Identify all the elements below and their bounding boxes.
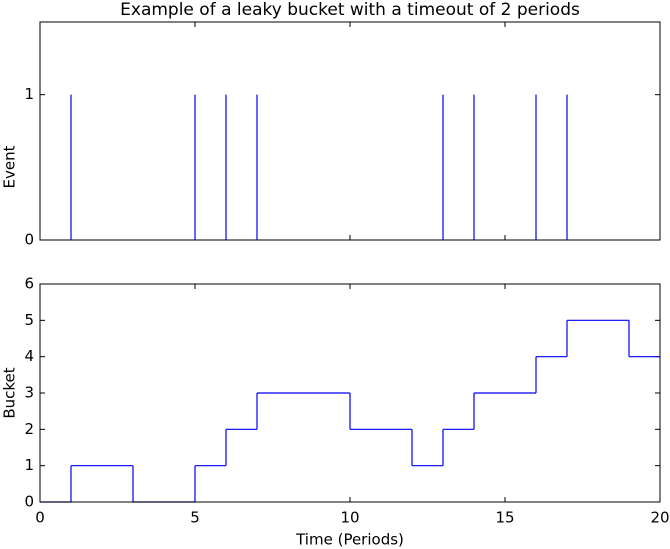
y-tick-label: 0 xyxy=(24,493,34,511)
y-axis-label: Event xyxy=(1,145,19,188)
axes-frame xyxy=(39,21,661,241)
x-tick-label: 20 xyxy=(650,509,669,527)
y-tick-label: 3 xyxy=(24,384,34,402)
y-tick-label: 0 xyxy=(24,231,34,249)
y-tick-label: 5 xyxy=(24,311,34,329)
y-tick-label: 4 xyxy=(24,347,34,365)
y-tick-label: 1 xyxy=(24,456,34,474)
y-axis-label: Bucket xyxy=(1,367,19,418)
y-tick-label: 6 xyxy=(24,275,34,293)
y-tick-label: 2 xyxy=(24,420,34,438)
axes-frame xyxy=(39,283,661,503)
y-tick-label: 1 xyxy=(24,85,34,103)
x-tick-label: 5 xyxy=(190,509,200,527)
chart-title: Example of a leaky bucket with a timeout… xyxy=(120,0,580,20)
x-axis-label: Time (Periods) xyxy=(295,531,404,549)
x-tick-label: 15 xyxy=(495,509,514,527)
x-tick-label: 10 xyxy=(340,509,359,527)
x-tick-label: 0 xyxy=(35,509,45,527)
